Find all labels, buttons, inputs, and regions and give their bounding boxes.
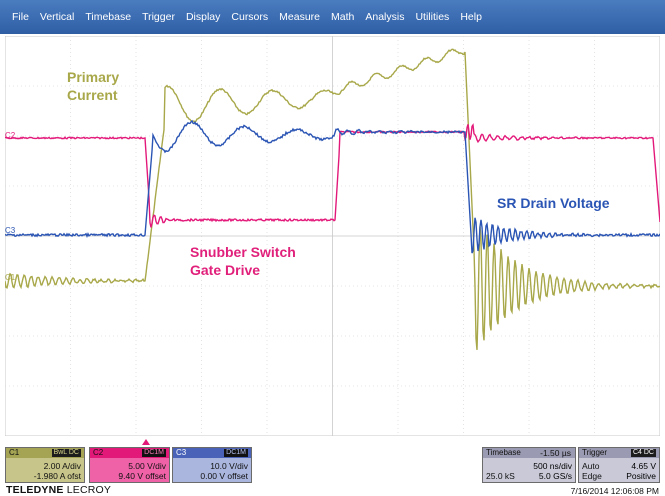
status-panel: C1 BwL DC 2.00 A/div -1.980 A ofst C2 DC1M… [0,439,665,496]
c2-snubber-gate-trace [5,123,660,228]
menu-vertical[interactable]: Vertical [39,11,75,23]
menu-help[interactable]: Help [460,11,482,23]
c2-scale: 5.00 V/div [128,461,166,471]
c3-scale: 10.0 V/div [210,461,248,471]
menu-trigger[interactable]: Trigger [142,11,175,23]
menu-math[interactable]: Math [331,11,355,23]
waveform-grid [5,36,660,436]
menu-file[interactable]: File [12,11,29,23]
c3-marker: C3 [5,226,16,235]
channel-3-box[interactable]: C3 DC1M 10.0 V/div 0.00 V offset [172,447,252,483]
c1-primary-current-trace [5,48,660,350]
timebase-samples: 25.0 kS [486,471,515,481]
channel-2-box[interactable]: C2 DC1M 5.00 V/div 9.40 V offset [89,447,170,483]
c1-marker: C1 [5,273,16,282]
menu-display[interactable]: Display [185,11,221,23]
timebase-per-div: 500 ns/div [533,461,572,471]
c3-offset: 0.00 V offset [200,471,248,481]
menu-cursors[interactable]: Cursors [231,11,269,23]
c1-offset: -1.980 A ofst [33,471,81,481]
c2-offset: 9.40 V offset [118,471,166,481]
menu-timebase[interactable]: Timebase [85,11,132,23]
menu-utilities[interactable]: Utilities [415,11,450,23]
trigger-slope: Positive [626,471,656,481]
menu-measure[interactable]: Measure [279,11,321,23]
menu-bar: File Vertical Timebase Trigger Display C… [0,0,665,34]
sr-drain-voltage-label: SR Drain Voltage [497,195,610,211]
timebase-rate: 5.0 GS/s [538,471,572,481]
brand-logo: TELEDYNE LECROY [6,484,112,496]
snubber-gate-label: Snubber Switch Gate Drive [190,244,296,278]
trigger-position-marker [142,439,150,445]
c1-scale: 2.00 A/div [43,461,81,471]
timestamp: 7/16/2014 12:06:08 PM [570,486,659,496]
c2-marker: C2 [5,131,16,140]
channel-1-box[interactable]: C1 BwL DC 2.00 A/div -1.980 A ofst [5,447,85,483]
trigger-level: 4.65 V [631,461,656,471]
menu-analysis[interactable]: Analysis [365,11,405,23]
primary-current-label: Primary Current [67,69,120,103]
trigger-mode: Auto [582,461,600,471]
trigger-type: Edge [582,471,602,481]
c3-sr-drain-trace [5,119,660,254]
timebase-box[interactable]: Timebase -1.50 µs 500 ns/div 25.0 kS 5.0 … [482,447,576,483]
trigger-box[interactable]: Trigger C4 DC Auto 4.65 V Edge Positive [578,447,660,483]
